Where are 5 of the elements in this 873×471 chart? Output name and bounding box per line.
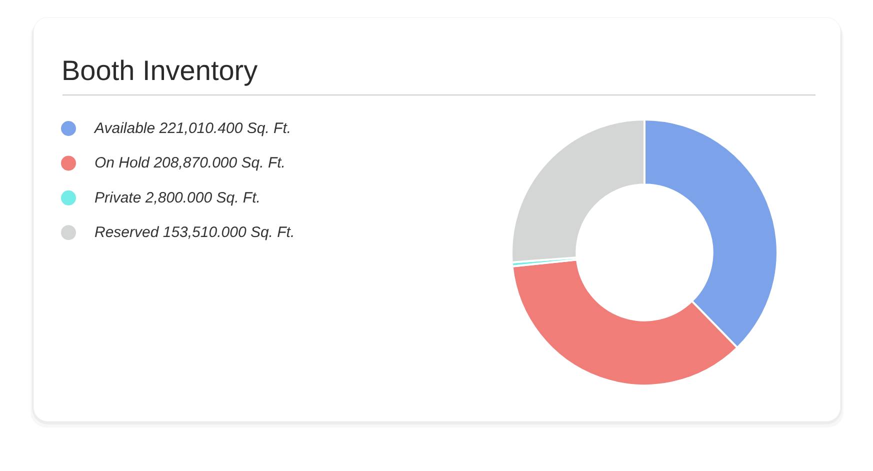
legend-label: Available 221,010.400 Sq. Ft. [94,120,292,137]
legend-label: Private 2,800.000 Sq. Ft. [94,189,260,206]
chart-title: Booth Inventory [62,55,258,86]
legend-label: On Hold 208,870.000 Sq. Ft. [94,154,286,172]
legend-label: Reserved 153,510.000 Sq. Ft. [94,224,295,242]
